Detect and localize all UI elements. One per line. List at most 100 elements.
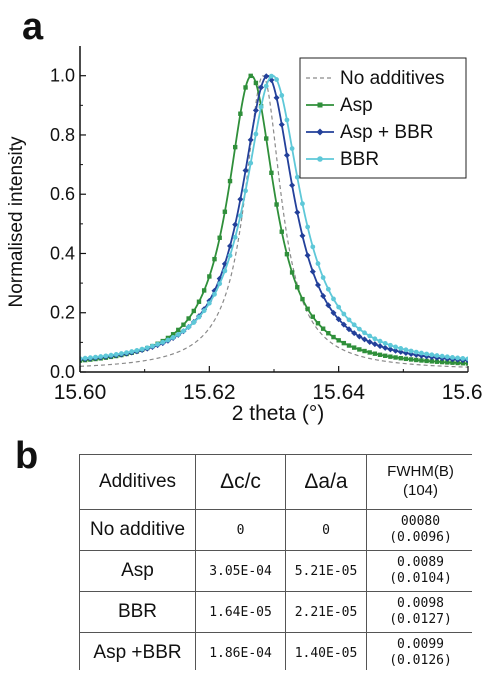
data-point-asp-bbr (314, 281, 321, 288)
data-point-asp (341, 340, 347, 346)
axes: 0.0 0.2 0.4 0.6 0.8 1.0 15.60 15.62 15.64 15.66 2 … (6, 46, 483, 425)
row-fwhm-sub: (0.0104) (389, 571, 452, 586)
data-point-asp (439, 359, 445, 365)
data-point-asp (377, 352, 383, 358)
data-point-asp-bbr (361, 336, 368, 343)
data-point-bbr (243, 188, 248, 194)
data-point-asp (315, 321, 321, 326)
data-point-bbr (341, 311, 347, 317)
row-name: No additive (79, 509, 196, 551)
data-point-asp (191, 308, 197, 314)
y-tick-label: 0.8 (50, 125, 75, 145)
header-fwhm-line1: FWHM(B) (387, 463, 454, 481)
row-fwhm: 00080 (0.0096) (366, 509, 472, 551)
row-fwhm: 0.0089 (0.0104) (366, 550, 472, 592)
data-point-bbr (336, 304, 342, 310)
data-point-bbr (444, 354, 450, 360)
row-name: Asp +BBR (79, 632, 196, 670)
data-point-bbr (118, 351, 124, 356)
data-point-asp-bbr (247, 136, 254, 143)
data-point-asp-bbr (252, 107, 259, 114)
row-fwhm-sub: (0.0126) (389, 653, 452, 668)
data-point-asp (414, 357, 419, 363)
data-point-bbr (170, 335, 176, 340)
lattice-strain-table: Additives Δc/c Δa/a FWHM(B) (104) No add… (79, 454, 472, 670)
data-point-bbr (155, 341, 161, 347)
data-point-asp (465, 361, 468, 366)
y-tick-label: 0.4 (50, 243, 75, 263)
data-point-asp (217, 235, 222, 240)
row-fwhm-sub: (0.0127) (389, 612, 452, 627)
row-delta-c: 1.64E-05 (195, 591, 286, 633)
data-point-asp (176, 327, 181, 333)
data-point-bbr (191, 320, 197, 325)
data-point-asp-bbr (356, 333, 363, 340)
data-point-bbr (393, 344, 398, 350)
legend-marker-bbr (317, 156, 323, 162)
data-point-bbr (227, 253, 233, 258)
data-point-asp (393, 355, 398, 360)
data-point-asp-bbr (304, 252, 311, 259)
data-point-bbr (388, 342, 393, 348)
data-point-asp-bbr (330, 309, 337, 316)
data-point-asp (326, 331, 331, 336)
data-point-asp (362, 348, 367, 354)
row-delta-c: 1.86E-04 (195, 632, 286, 670)
series-line-no-additives (80, 75, 468, 368)
row-delta-a: 5.21E-05 (285, 550, 367, 592)
data-point-asp (207, 274, 212, 279)
data-point-bbr (346, 317, 352, 323)
data-point-asp-bbr (273, 94, 280, 101)
data-point-bbr (181, 328, 186, 334)
data-point-bbr (362, 330, 367, 336)
data-point-bbr (263, 83, 269, 89)
header-fwhm-line2: (104) (402, 482, 439, 499)
data-point-asp-bbr (242, 167, 249, 174)
data-point-bbr (269, 73, 274, 79)
data-point-asp (357, 347, 362, 352)
legend-label-bbr: BBR (340, 149, 379, 170)
data-point-asp (331, 334, 336, 340)
data-point-bbr (160, 339, 166, 345)
data-point-asp-bbr (382, 344, 389, 351)
data-point-bbr (351, 322, 357, 328)
data-point-bbr (134, 348, 140, 353)
data-point-asp (398, 355, 403, 361)
data-point-asp-bbr (283, 152, 290, 159)
y-tick-label: 0.2 (50, 303, 75, 323)
panel-b-label: b (15, 435, 39, 477)
data-point-bbr (300, 201, 305, 207)
header-delta-c: Δc/c (195, 454, 286, 510)
row-fwhm-value: 0.0098 (397, 596, 444, 612)
data-point-bbr (139, 346, 145, 352)
data-point-bbr (237, 213, 243, 219)
series-line-bbr (80, 74, 468, 360)
data-point-asp (450, 360, 455, 365)
data-point-bbr (408, 348, 414, 354)
legend-marker-asp-bbr (316, 128, 324, 136)
row-delta-a: 0 (285, 509, 367, 551)
data-point-asp (424, 358, 429, 364)
table-row: Asp +BBR 1.86E-04 1.40E-05 0.0099 (0.012… (79, 632, 472, 670)
row-delta-c: 3.05E-04 (195, 550, 286, 592)
data-point-asp (212, 256, 217, 262)
data-point-asp (455, 360, 460, 366)
data-point-bbr (372, 336, 378, 342)
data-point-asp (460, 361, 466, 366)
data-point-bbr (377, 338, 383, 344)
data-point-bbr (144, 345, 150, 351)
data-point-bbr (382, 340, 388, 346)
row-fwhm: 0.0098 (0.0127) (366, 591, 472, 633)
header-additives: Additives (79, 454, 196, 510)
data-point-asp (310, 314, 315, 319)
y-axis-title: Normalised intensity (6, 136, 27, 308)
header-delta-a: Δa/a (285, 454, 367, 510)
data-point-asp-bbr (278, 121, 285, 128)
data-point-bbr (398, 346, 404, 351)
data-point-asp (367, 350, 372, 355)
data-point-bbr (429, 352, 435, 358)
data-point-asp (227, 178, 233, 184)
data-point-asp (289, 270, 295, 275)
data-point-bbr (196, 314, 202, 320)
data-point-asp-bbr (366, 338, 373, 345)
